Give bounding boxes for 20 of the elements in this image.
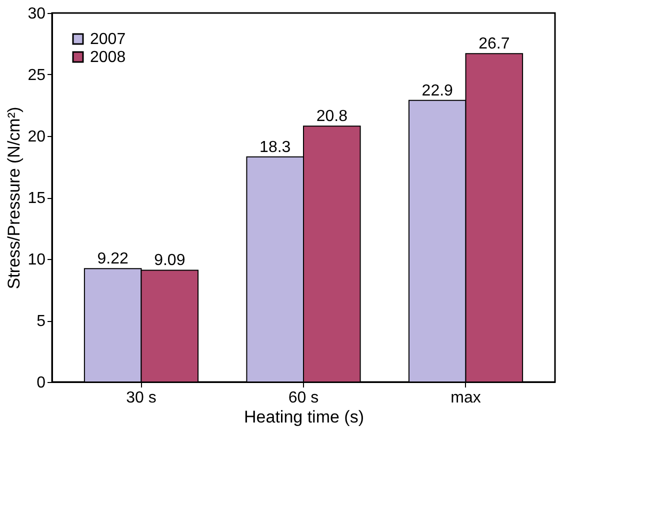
data-label: 9.22 [97,250,129,268]
y-axis-title: Stress/Pressure (N/cm²) [4,106,24,290]
data-label: 20.8 [316,108,348,126]
data-label: 9.09 [154,252,186,270]
x-tick-label: max [450,390,481,406]
data-label: 18.3 [260,138,291,156]
x-tick-label: 30 s [126,390,156,406]
y-tick-label: 30 [28,6,46,22]
data-label: 22.9 [422,82,454,100]
y-tick-label: 10 [28,252,46,268]
x-axis-title: Heating time (s) [244,408,364,426]
data-label: 26.7 [478,36,510,53]
y-tick-label: 0 [36,374,46,392]
y-tick-label: 5 [36,313,46,330]
y-tick-label: 15 [28,190,46,207]
y-tick-label: 25 [28,67,46,84]
x-tick-label: 60 s [288,390,319,406]
legend-label: 2008 [90,49,126,66]
y-tick-label: 20 [28,128,46,146]
legend-label: 2007 [90,31,126,48]
